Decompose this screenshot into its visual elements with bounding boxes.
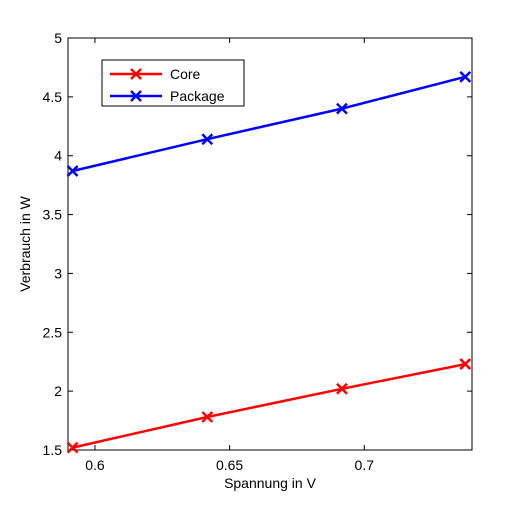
legend: Core Package xyxy=(101,59,245,107)
x-tick-label: 0.7 xyxy=(355,457,375,473)
data-point-package xyxy=(201,133,214,146)
data-point-package xyxy=(336,102,348,115)
y-tick-label: 4 xyxy=(54,148,62,164)
legend-label: Core xyxy=(170,66,201,82)
data-point-core xyxy=(66,441,79,454)
y-axis-label: Verbrauch in W xyxy=(17,195,33,291)
x-tick-label: 0.65 xyxy=(216,457,243,473)
y-tick-label: 2 xyxy=(54,383,62,399)
data-point-core xyxy=(336,382,348,395)
legend-item-core: Core xyxy=(110,66,201,82)
plot-area xyxy=(67,37,473,451)
y-tick-label: 4.5 xyxy=(43,89,63,105)
y-tick-label: 3 xyxy=(54,265,62,281)
data-point-core xyxy=(201,411,214,423)
x-axis-label: Spannung in V xyxy=(224,475,317,491)
x-axis-ticks: 0.6 0.65 0.7 xyxy=(85,38,374,473)
y-tick-label: 3.5 xyxy=(43,207,63,223)
legend-marker xyxy=(130,90,142,102)
series-line-core xyxy=(72,362,466,449)
legend-label: Package xyxy=(170,88,225,104)
legend-marker xyxy=(130,68,142,80)
y-tick-label: 2.5 xyxy=(43,324,63,340)
series-core xyxy=(66,358,472,454)
series-package xyxy=(66,70,472,177)
legend-box xyxy=(101,59,245,107)
data-point-package xyxy=(66,165,79,177)
series-layer xyxy=(66,70,472,454)
y-tick-label: 1.5 xyxy=(43,442,63,458)
series-line-package xyxy=(72,75,466,173)
y-axis-ticks: 1.5 2 2.5 3 3.5 4 4.5 5 xyxy=(43,30,472,458)
data-point-core xyxy=(459,358,472,370)
data-point-package xyxy=(459,70,472,83)
legend-item-package: Package xyxy=(110,88,225,104)
y-tick-label: 5 xyxy=(54,30,62,46)
x-tick-label: 0.6 xyxy=(85,457,105,473)
